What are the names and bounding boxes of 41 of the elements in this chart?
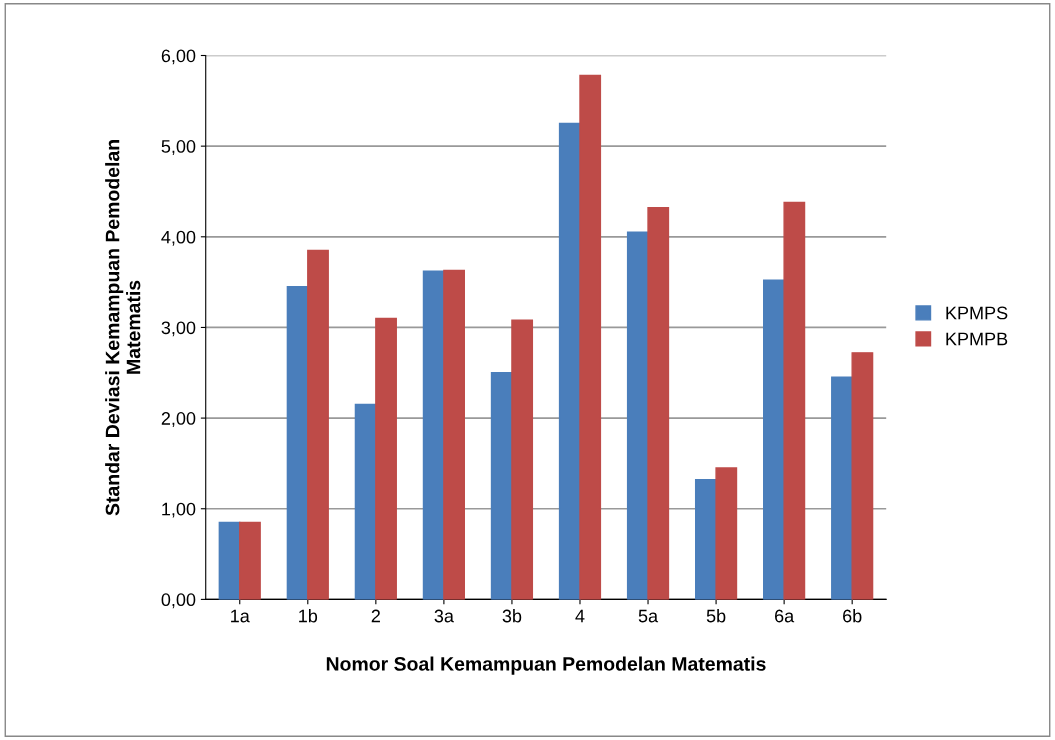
- bar: [239, 521, 261, 600]
- bar: [694, 479, 717, 600]
- bar: [375, 317, 397, 600]
- x-tick-label: 5b: [706, 609, 726, 623]
- x-tick-label: 3a: [434, 609, 454, 623]
- x-tick-label: 6a: [775, 609, 795, 623]
- bar: [286, 285, 309, 600]
- bar: [831, 376, 853, 600]
- y-tick-label: 0,00: [161, 593, 196, 609]
- x-tick-label: 6b: [843, 609, 862, 623]
- x-tick-label: 1b: [299, 609, 318, 623]
- bar: [647, 207, 670, 600]
- y-tick-label: 1,00: [162, 502, 196, 518]
- y-tick-label: 5,00: [161, 140, 196, 155]
- bar: [558, 122, 581, 600]
- bar: [763, 279, 785, 600]
- bar: [511, 319, 534, 600]
- legend-label: KPMPS: [946, 306, 1008, 320]
- x-tick-label: 5a: [638, 609, 659, 623]
- bar: [490, 372, 513, 600]
- y-axis-title: Standar Deviasi Kemampuan Pemodelan Matematis: [105, 140, 141, 516]
- bar: [307, 249, 329, 600]
- legend-label: KPMPB: [946, 332, 1008, 346]
- y-tick-label: 3,00: [161, 321, 196, 337]
- x-tick-label: 4: [575, 609, 585, 623]
- bar: [354, 403, 377, 600]
- x-tick-label: 1a: [231, 609, 250, 623]
- x-tick-label: 2: [371, 609, 380, 623]
- bar: [443, 269, 466, 600]
- bar: [579, 74, 602, 600]
- y-tick-label: 2,00: [161, 412, 196, 427]
- bar: [783, 201, 806, 600]
- bar: [422, 270, 445, 600]
- y-tick-label: 4,00: [161, 230, 196, 246]
- bar: [851, 352, 874, 600]
- bar: [218, 521, 241, 600]
- y-tick-label: 6,00: [161, 49, 196, 65]
- bar: [715, 467, 738, 600]
- x-tick-label: 3b: [502, 609, 522, 623]
- bar: [626, 231, 649, 600]
- x-axis-title: Nomor Soal Kemampuan Pemodelan Matematis: [326, 656, 766, 675]
